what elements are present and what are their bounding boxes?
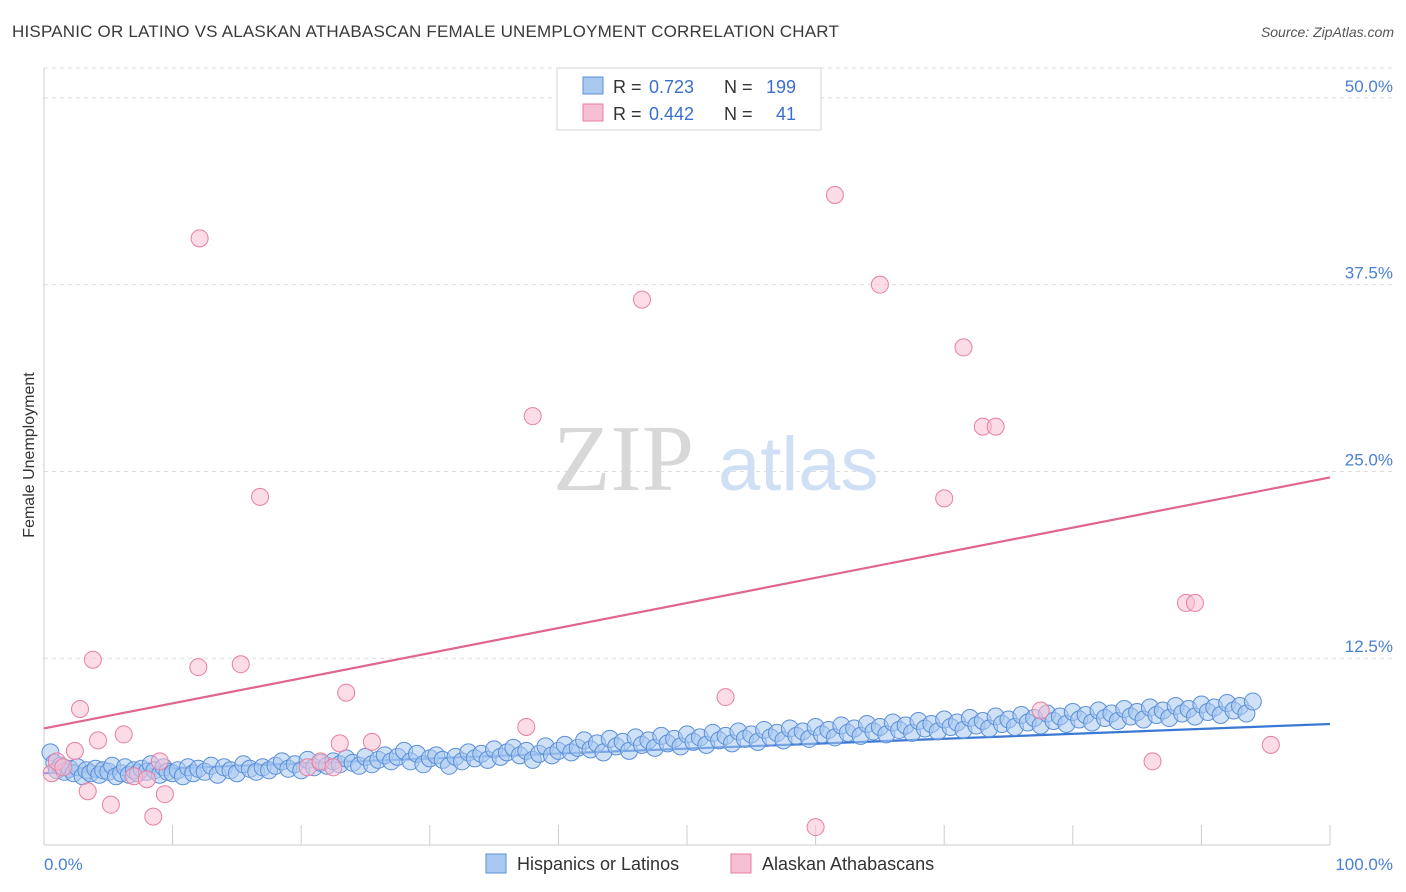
point-athabascan <box>101 795 120 814</box>
point-athabascan <box>137 770 156 789</box>
point-athabascan <box>517 717 536 736</box>
point-athabascan <box>935 489 954 508</box>
legend-swatch-pink <box>582 103 604 122</box>
point-athabascan <box>523 407 542 426</box>
watermark: ZIP atlas <box>553 407 879 511</box>
point-athabascan <box>1185 593 1204 612</box>
point-athabascan <box>155 785 174 804</box>
chart-title: HISPANIC OR LATINO VS ALASKAN ATHABASCAN… <box>12 22 840 41</box>
legend-r-label-2: R = <box>613 104 642 124</box>
point-athabascan <box>362 732 381 751</box>
series-athabascans-points <box>42 186 1280 837</box>
point-athabascan <box>65 741 84 760</box>
legend-r-value-2: 0.442 <box>649 104 694 124</box>
point-athabascan <box>71 700 90 719</box>
point-athabascan <box>251 487 270 506</box>
legend-n-label-2: N = <box>724 104 753 124</box>
point-athabascan <box>78 782 97 801</box>
point-athabascan <box>150 752 169 771</box>
legend-swatch-blue <box>582 76 604 95</box>
watermark-atlas: atlas <box>718 422 879 507</box>
point-athabascan <box>1031 701 1050 720</box>
point-athabascan <box>54 758 73 777</box>
grid <box>44 67 1393 659</box>
y-axis-label: Female Unemployment <box>21 372 38 538</box>
x-tick-label-min: 0.0% <box>44 855 83 874</box>
watermark-zip: ZIP <box>553 407 694 511</box>
point-athabascan <box>83 650 102 669</box>
point-athabascan <box>89 731 108 750</box>
point-athabascan <box>330 734 349 753</box>
series-hispanics-points <box>41 692 1262 786</box>
point-athabascan <box>1143 752 1162 771</box>
y-tick-label: 12.5% <box>1345 637 1393 656</box>
point-athabascan <box>190 229 209 248</box>
bottom-legend-label-1: Hispanics or Latinos <box>517 854 679 874</box>
legend-n-value-1: 199 <box>766 77 796 97</box>
bottom-legend-label-2: Alaskan Athabascans <box>762 854 934 874</box>
point-athabascan <box>870 275 889 294</box>
y-tick-label: 50.0% <box>1345 77 1393 96</box>
point-athabascan <box>324 758 343 777</box>
point-athabascan <box>144 807 163 826</box>
x-tick-label-max: 100.0% <box>1335 855 1393 874</box>
legend-box: R = 0.723 N = 199 R = 0.442 N = 41 <box>556 67 822 131</box>
legend-r-value-1: 0.723 <box>649 77 694 97</box>
point-athabascan <box>231 655 250 674</box>
legend-n-value-2: 41 <box>776 104 796 124</box>
point-athabascan <box>954 338 973 357</box>
bottom-legend: Hispanics or Latinos Alaskan Athabascans <box>485 853 934 874</box>
legend-r-label-1: R = <box>613 77 642 97</box>
y-tick-label: 25.0% <box>1345 450 1393 469</box>
point-athabascan <box>825 186 844 205</box>
source-label: Source: ZipAtlas.com <box>1260 24 1394 40</box>
y-tick-labels: 12.5% 25.0% 37.5% 50.0% <box>1345 77 1393 656</box>
bottom-legend-swatch-pink <box>730 853 752 874</box>
y-tick-label: 37.5% <box>1345 264 1393 283</box>
bottom-legend-swatch-blue <box>485 853 507 874</box>
point-athabascan <box>986 417 1005 436</box>
point-athabascan <box>1261 735 1280 754</box>
point-athabascan <box>716 688 735 707</box>
point-athabascan <box>189 658 208 677</box>
point-athabascan <box>337 683 356 702</box>
legend-n-label-1: N = <box>724 77 753 97</box>
point-hispanic <box>1243 692 1262 711</box>
point-athabascan <box>114 725 133 744</box>
point-athabascan <box>632 290 651 309</box>
point-athabascan <box>806 818 825 837</box>
x-ticks <box>172 825 1331 845</box>
trend-line-athabascan <box>43 476 1331 730</box>
